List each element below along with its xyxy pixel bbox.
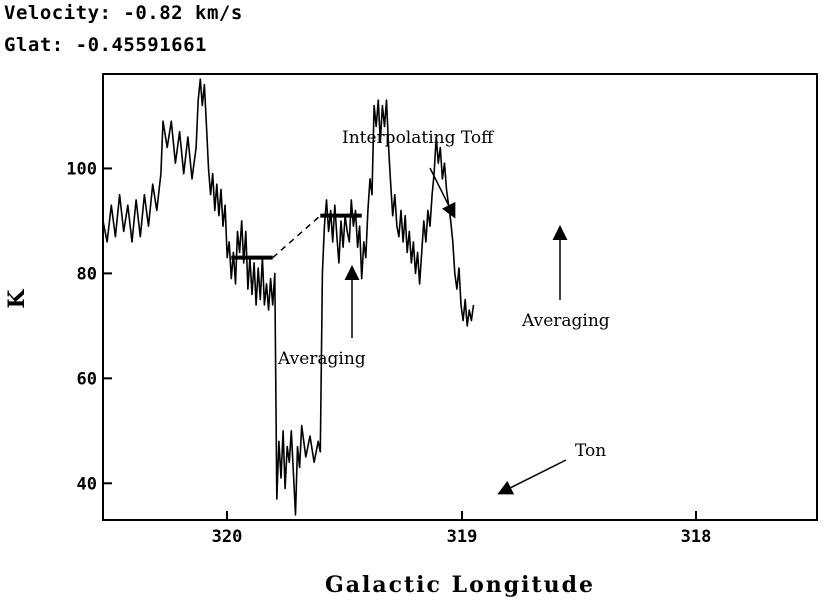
interp-arrow-icon: [429, 167, 456, 219]
y-tick-label: 80: [77, 264, 97, 284]
y-axis-ticks: 40 60 80 100: [66, 159, 112, 494]
ton-arrow-icon: [497, 459, 567, 495]
annotation-interpolating: Interpolating Toff: [342, 128, 495, 148]
plot-frame: [102, 73, 818, 521]
x-tick-label: 320: [212, 527, 243, 547]
annotation-averaging-right: Averaging: [521, 311, 610, 331]
velocity-readout: Velocity: -0.82 km/s: [4, 2, 243, 24]
interpolation-line: [272, 215, 321, 259]
x-axis-title: Galactic Longitude: [325, 572, 595, 598]
series-line: [102, 78, 475, 516]
y-tick-label: 100: [66, 159, 97, 179]
y-tick-label: 40: [77, 474, 97, 494]
y-tick-label: 60: [77, 369, 97, 389]
y-axis-title: K: [4, 287, 30, 308]
annotation-ton: Ton: [575, 441, 606, 461]
glat-readout: Glat: -0.45591661: [4, 34, 207, 56]
annotation-averaging-left: Averaging: [277, 349, 366, 369]
x-tick-label: 318: [681, 527, 712, 547]
x-tick-label: 319: [447, 527, 478, 547]
x-axis-ticks: 320 319 318: [212, 511, 712, 547]
off-average-lines: [231, 213, 362, 260]
